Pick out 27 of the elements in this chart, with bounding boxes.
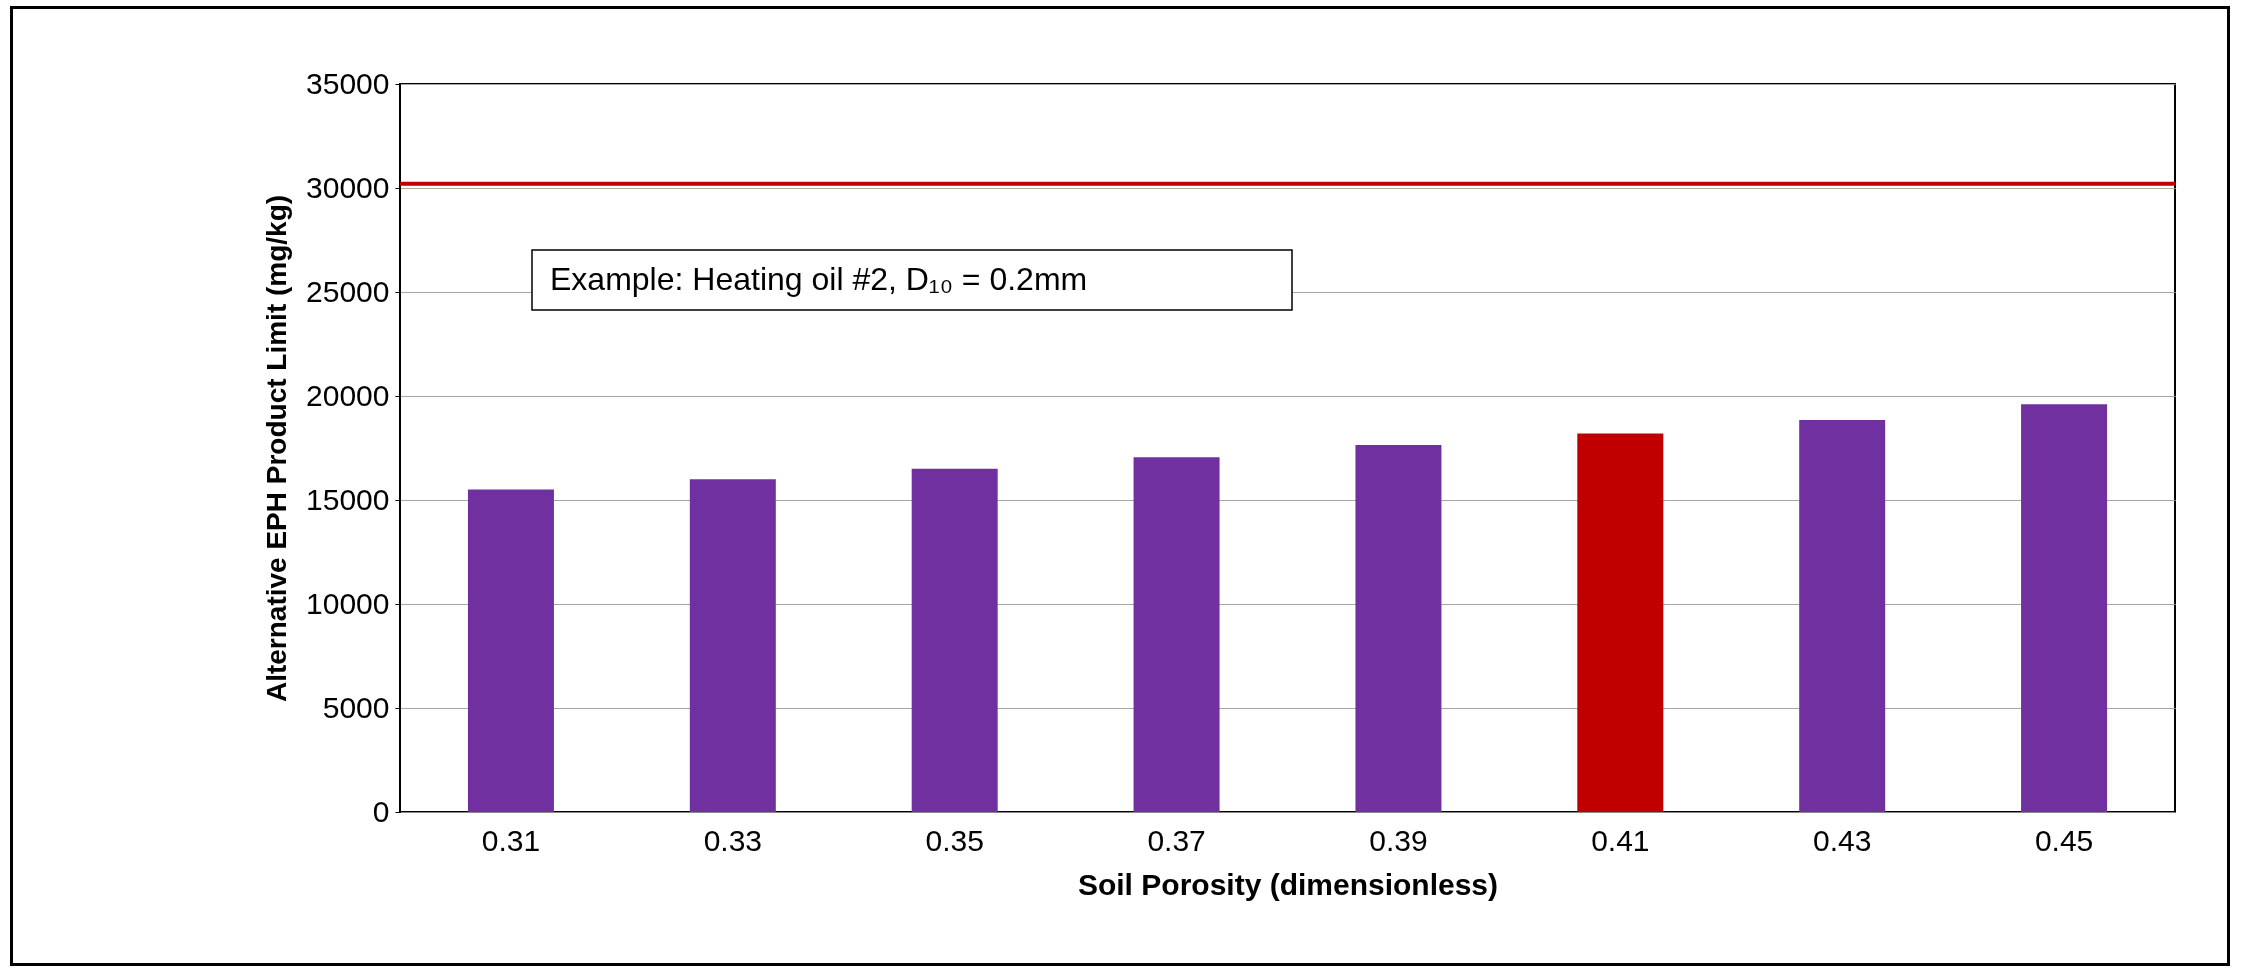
y-tick-label: 25000	[306, 274, 390, 308]
y-tick-label: 20000	[306, 378, 390, 412]
bar	[689, 479, 776, 812]
y-axis-title: Alternative EPH Product Limit (mg/kg)	[261, 194, 293, 703]
bar	[911, 468, 998, 812]
y-tick-label: 35000	[306, 66, 390, 100]
y-tick-label: 15000	[306, 482, 390, 516]
bar	[2021, 404, 2108, 812]
y-tick-label: 0	[372, 794, 390, 828]
x-tick-label: 0.45	[2034, 823, 2094, 857]
y-tick-label: 10000	[306, 586, 390, 620]
x-tick-label: 0.35	[925, 823, 984, 857]
bar	[1799, 419, 1886, 812]
annotation: Example: Heating oil #2, D₁₀ = 0.2mm	[550, 261, 1088, 297]
bar	[1355, 444, 1442, 812]
bar	[1133, 457, 1220, 812]
x-tick-label: 0.41	[1591, 823, 1650, 857]
x-tick-label: 0.37	[1147, 823, 1206, 857]
y-tick-label: 5000	[322, 690, 390, 724]
x-tick-label: 0.43	[1812, 823, 1872, 857]
x-tick-label: 0.33	[703, 823, 763, 857]
bar	[467, 489, 554, 812]
bar	[1577, 433, 1664, 812]
y-tick-label: 30000	[306, 170, 390, 204]
x-tick-label: 0.39	[1369, 823, 1428, 857]
x-axis-title: Soil Porosity (dimensionless)	[1077, 867, 1499, 901]
x-tick-label: 0.31	[481, 823, 541, 857]
